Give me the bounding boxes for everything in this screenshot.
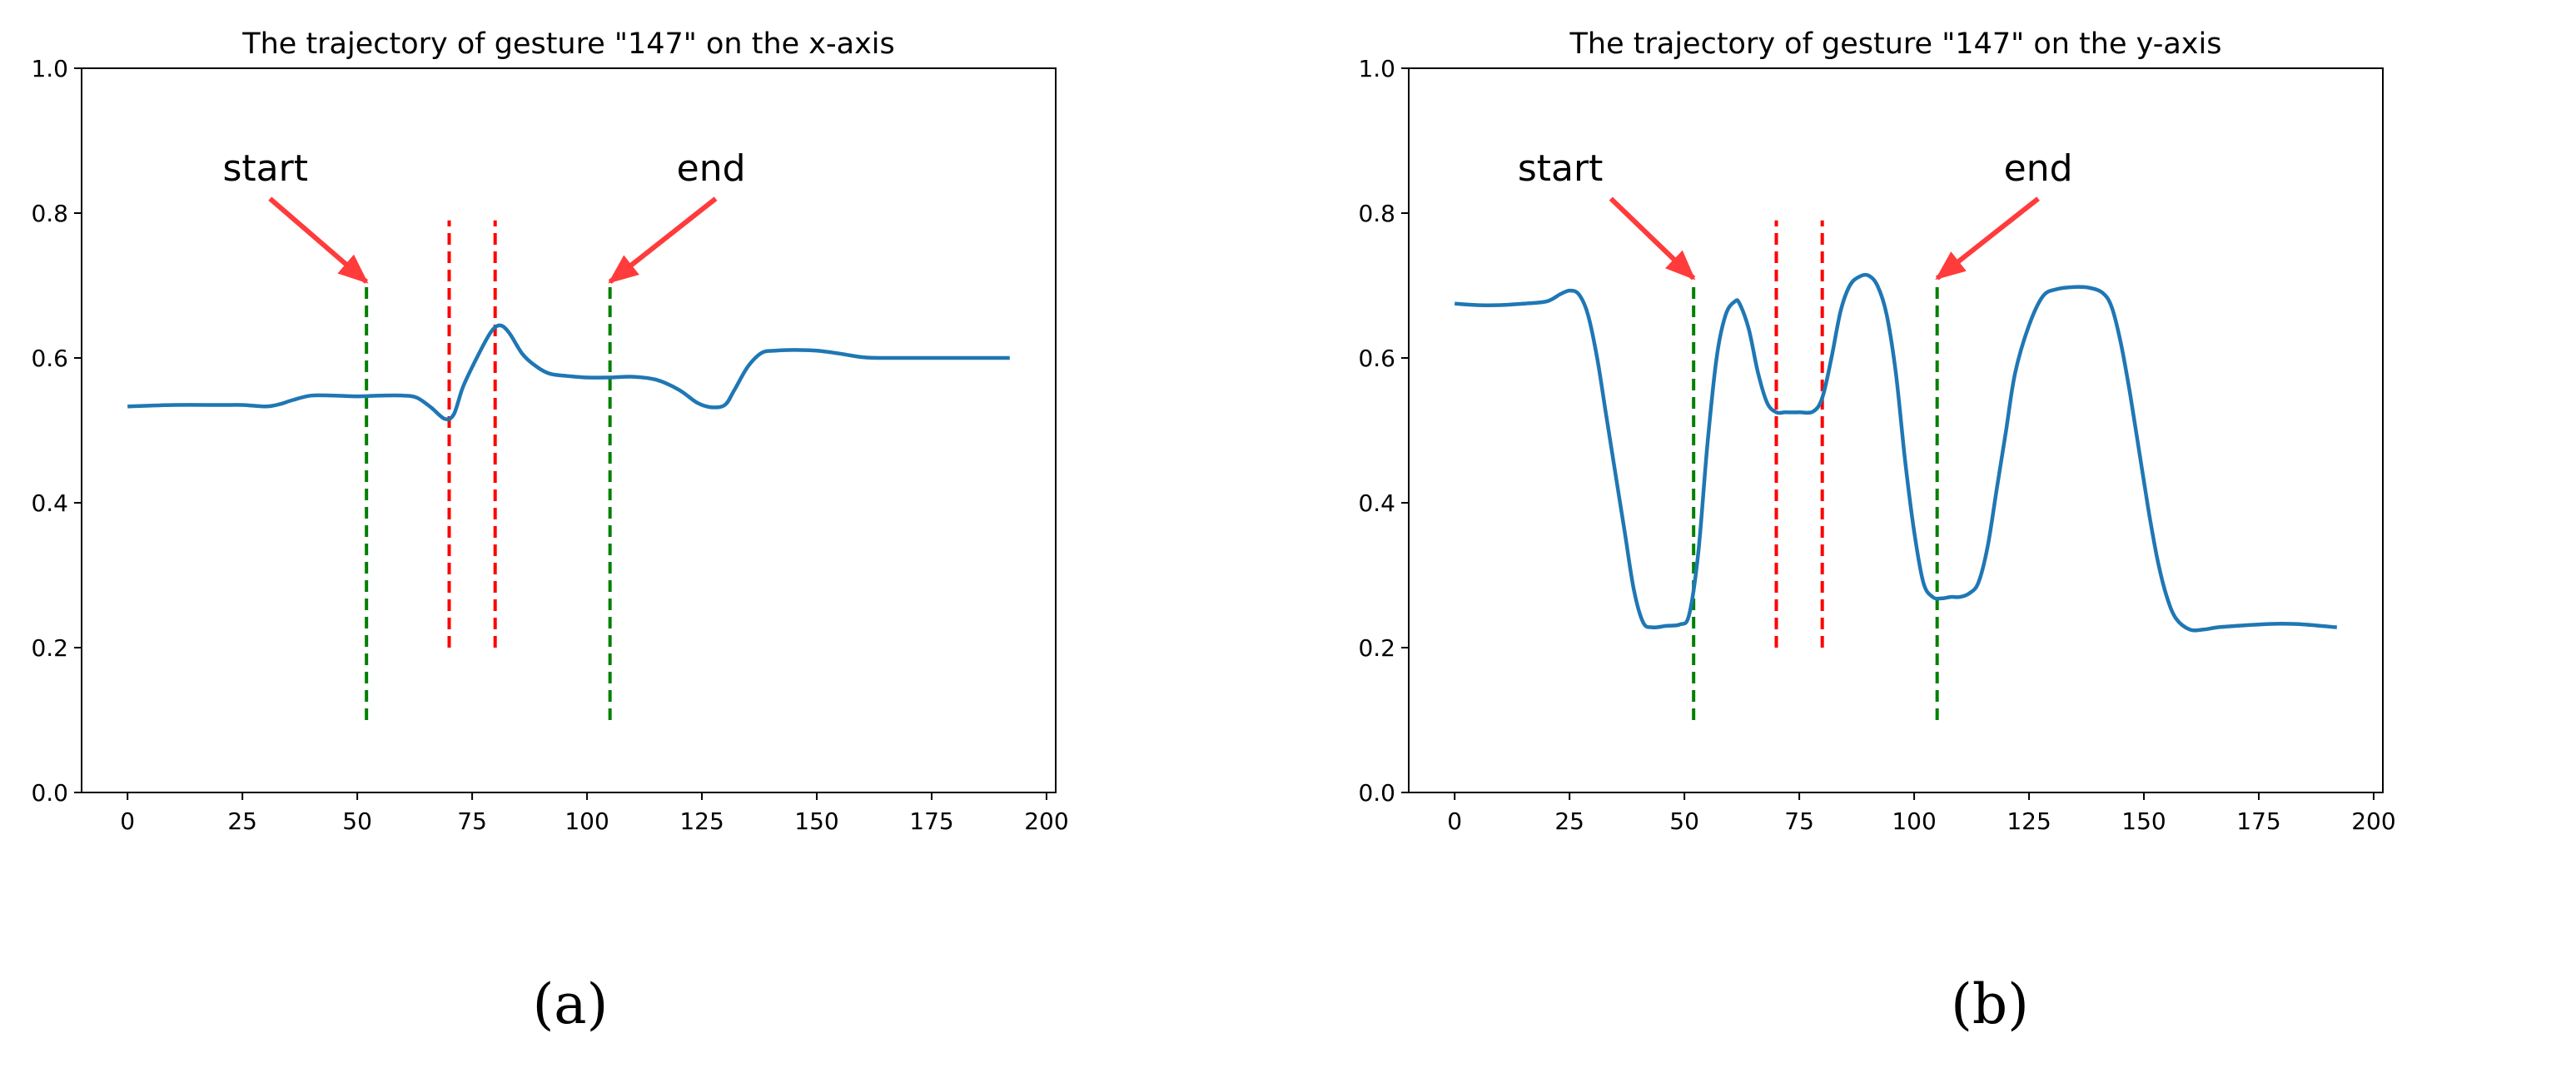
- axes-frame: [81, 67, 1057, 793]
- annotation-end-arrow: [608, 196, 718, 285]
- x-tick-label: 75: [1784, 807, 1814, 835]
- x-tick-label: 200: [2351, 807, 2395, 835]
- annotation-end-label: end: [677, 147, 746, 190]
- x-tick-label: 25: [1554, 807, 1584, 835]
- y-tick-label: 0.2: [31, 634, 68, 662]
- panel-label-a: (a): [532, 972, 609, 1036]
- annotation-end-arrow: [1935, 196, 2040, 281]
- chart-panel-b: The trajectory of gesture "147" on the y…: [1358, 27, 2395, 835]
- chart-panel-a: The trajectory of gesture "147" on the x…: [31, 27, 1068, 835]
- y-tick-label: 1.0: [31, 55, 68, 82]
- y-tick-label: 0.8: [31, 200, 68, 227]
- chart-title: The trajectory of gesture "147" on the x…: [241, 27, 895, 61]
- y-tick-label: 0.6: [1358, 345, 1395, 372]
- x-tick-label: 125: [2007, 807, 2051, 835]
- series-line-0: [1455, 272, 2337, 633]
- x-tick-label: 175: [2236, 807, 2280, 835]
- annotation-start-arrow: [1609, 196, 1696, 281]
- x-tick-label: 50: [1669, 807, 1699, 835]
- annotation-end-label: end: [2004, 147, 2073, 190]
- y-tick-label: 0.2: [1358, 634, 1395, 662]
- x-tick-label: 25: [227, 807, 257, 835]
- y-tick-label: 0.8: [1358, 200, 1395, 227]
- y-tick-label: 0.6: [31, 345, 68, 372]
- y-tick-label: 1.0: [1358, 55, 1395, 82]
- x-tick-label: 150: [2121, 807, 2166, 835]
- x-tick-label: 200: [1024, 807, 1068, 835]
- y-tick-label: 0.4: [1358, 489, 1395, 517]
- annotation-start-label: start: [1518, 147, 1603, 190]
- x-tick-label: 150: [794, 807, 838, 835]
- chart-title: The trajectory of gesture "147" on the y…: [1569, 27, 2222, 61]
- panel-label-b: (b): [1951, 972, 2029, 1036]
- axes-frame: [1408, 67, 2384, 793]
- x-tick-label: 50: [342, 807, 372, 835]
- y-tick-label: 0.4: [31, 489, 68, 517]
- y-tick-label: 0.0: [31, 779, 68, 807]
- x-tick-label: 0: [1447, 807, 1462, 835]
- annotation-start-arrow: [268, 196, 369, 284]
- x-tick-label: 125: [679, 807, 724, 835]
- annotation-start-label: start: [223, 147, 308, 190]
- x-tick-label: 100: [1892, 807, 1936, 835]
- y-tick-label: 0.0: [1358, 779, 1395, 807]
- x-tick-label: 75: [457, 807, 487, 835]
- x-tick-label: 100: [564, 807, 609, 835]
- series-line-0: [127, 323, 1010, 422]
- x-tick-label: 0: [120, 807, 135, 835]
- x-tick-label: 175: [909, 807, 953, 835]
